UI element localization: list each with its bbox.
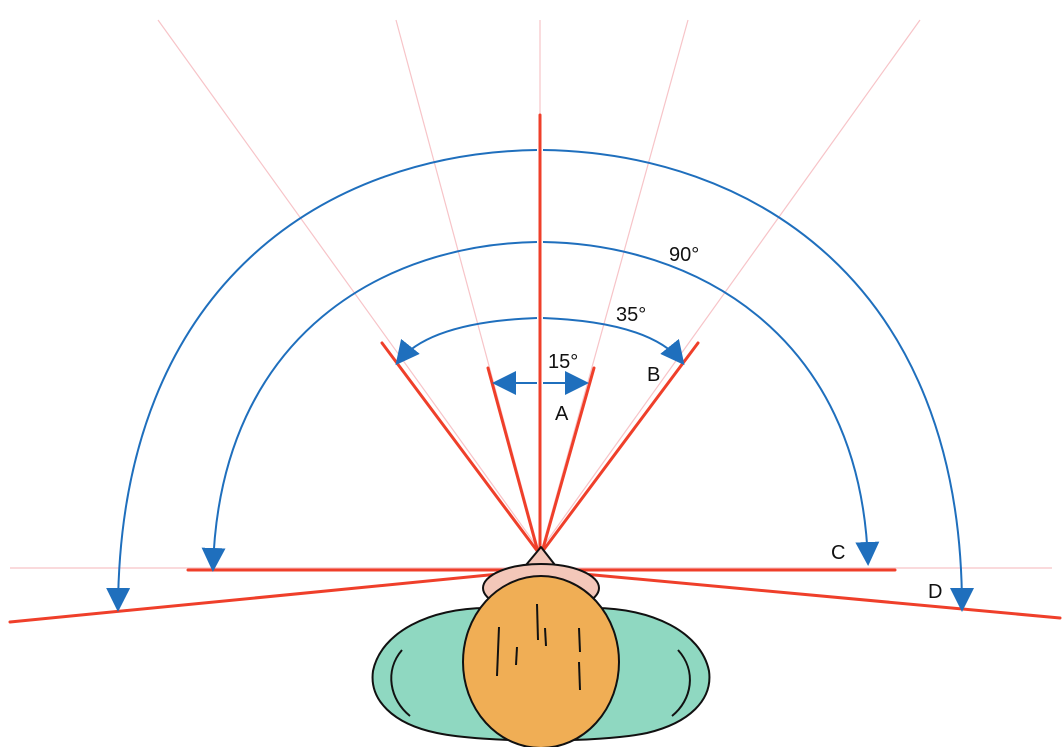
ray-15-right xyxy=(540,366,596,554)
arc-d-left xyxy=(106,149,538,612)
label-zone-d: D xyxy=(928,581,942,603)
ray-15-left xyxy=(486,366,540,554)
hair-stroke-1 xyxy=(496,626,500,677)
hair-stroke-2 xyxy=(515,646,518,666)
nose-tip xyxy=(525,546,556,566)
arc-35-left xyxy=(395,317,538,366)
arc-c-left xyxy=(201,241,538,572)
left-shoulder-crease xyxy=(390,649,411,717)
arc-35-right xyxy=(542,317,685,366)
arc-c-right xyxy=(542,241,880,566)
ray-35-right xyxy=(540,341,700,554)
label-angle-90: 90° xyxy=(669,244,699,266)
label-zone-b: B xyxy=(647,364,660,386)
label-angle-35: 35° xyxy=(616,304,646,326)
label-zone-a: A xyxy=(555,403,569,425)
person-top-view xyxy=(371,546,711,747)
label-zone-c: C xyxy=(831,542,845,564)
ray-outer-left xyxy=(8,568,542,624)
right-shoulder-crease xyxy=(671,649,691,717)
label-angle-15: 15° xyxy=(548,351,578,373)
guide-right-inner xyxy=(541,19,689,549)
arc-d-right xyxy=(542,149,974,612)
guide-right-outer xyxy=(541,19,921,549)
hair-stroke-4 xyxy=(544,627,547,647)
hair-stroke-5 xyxy=(578,627,581,653)
guide-left-outer xyxy=(157,19,539,549)
hair-stroke-3 xyxy=(536,603,539,641)
hair-stroke-6 xyxy=(578,661,581,691)
ray-35-left xyxy=(380,341,540,554)
head-shape xyxy=(462,575,620,747)
